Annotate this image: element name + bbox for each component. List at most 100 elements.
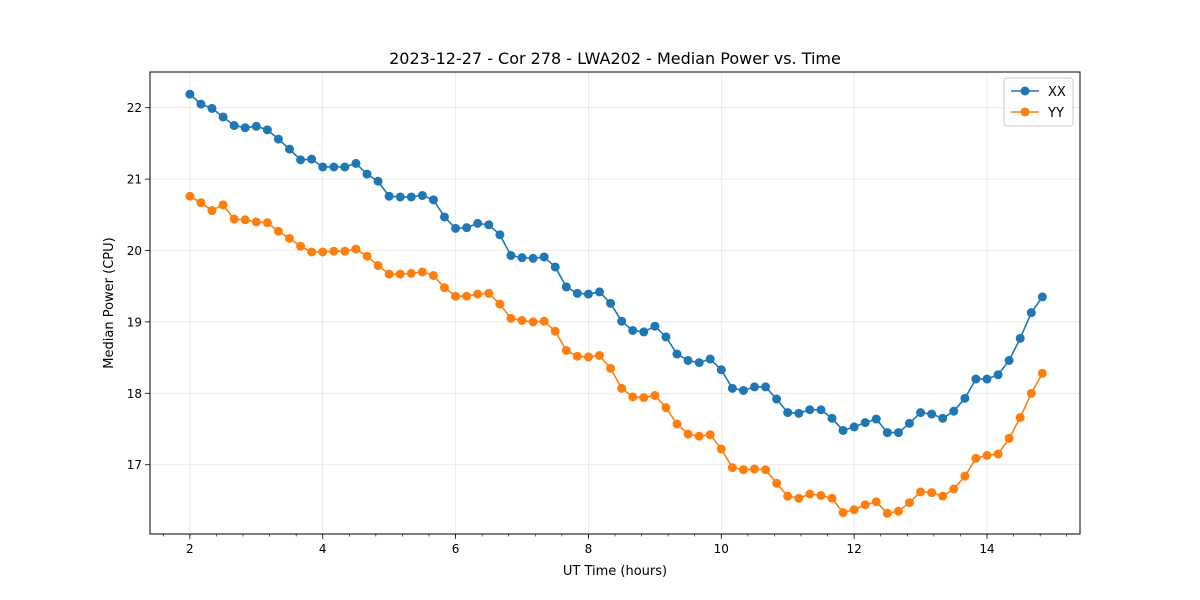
data-point-yy <box>1026 388 1036 398</box>
data-point-yy <box>1037 368 1047 378</box>
series-yy <box>185 191 1047 518</box>
data-point-xx <box>694 358 704 368</box>
data-point-yy <box>595 350 605 360</box>
x-axis-label: UT Time (hours) <box>563 564 667 579</box>
data-point-xx <box>539 252 549 262</box>
data-point-yy <box>617 383 627 393</box>
data-point-yy <box>882 508 892 518</box>
data-point-xx <box>606 298 616 308</box>
data-point-yy <box>960 471 970 481</box>
data-point-xx <box>329 162 339 172</box>
data-point-xx <box>285 144 294 154</box>
data-point-yy <box>251 217 261 227</box>
x-tick-label: 6 <box>452 542 460 556</box>
data-point-yy <box>628 392 638 402</box>
x-tick-label: 4 <box>319 542 327 556</box>
y-tick-label: 22 <box>127 101 142 115</box>
data-point-xx <box>417 191 427 201</box>
data-point-xx <box>373 176 383 186</box>
legend-marker-yy <box>1020 107 1030 117</box>
data-point-xx <box>916 408 926 418</box>
x-tick-label: 14 <box>979 542 994 556</box>
data-point-xx <box>904 418 914 428</box>
data-point-yy <box>982 450 992 460</box>
data-point-xx <box>307 154 317 164</box>
data-point-xx <box>738 385 748 395</box>
data-point-yy <box>794 493 804 503</box>
data-point-xx <box>683 355 693 365</box>
data-point-yy <box>938 491 948 501</box>
x-tick-label: 8 <box>585 542 593 556</box>
data-point-yy <box>539 316 549 326</box>
data-point-yy <box>716 444 726 454</box>
data-point-yy <box>373 261 383 271</box>
y-tick-label: 17 <box>127 458 142 472</box>
data-point-yy <box>296 241 306 251</box>
y-axis-label: Median Power (CPU) <box>102 237 117 368</box>
data-point-yy <box>727 463 737 473</box>
data-point-yy <box>528 317 538 327</box>
data-point-xx <box>1026 308 1036 318</box>
data-point-xx <box>750 382 759 392</box>
data-point-yy <box>218 200 228 210</box>
data-point-yy <box>318 247 328 257</box>
legend-label-yy: YY <box>1047 106 1064 121</box>
data-point-xx <box>462 223 472 233</box>
data-point-xx <box>617 316 627 326</box>
data-point-xx <box>384 191 394 201</box>
data-point-yy <box>672 419 682 429</box>
data-point-xx <box>451 223 461 233</box>
data-point-xx <box>572 288 582 298</box>
data-point-xx <box>794 408 804 418</box>
data-point-yy <box>661 403 671 413</box>
series-xx <box>185 89 1047 438</box>
data-point-xx <box>971 374 981 384</box>
data-point-yy <box>761 465 771 475</box>
data-point-xx <box>340 162 350 172</box>
data-point-yy <box>705 430 715 440</box>
data-point-xx <box>240 123 250 133</box>
data-point-yy <box>650 390 660 400</box>
data-point-xx <box>439 212 449 222</box>
data-point-yy <box>351 244 361 254</box>
data-point-xx <box>273 134 283 144</box>
data-point-yy <box>683 429 693 439</box>
data-point-yy <box>395 269 405 279</box>
data-point-yy <box>451 291 461 301</box>
data-point-xx <box>262 125 272 135</box>
data-point-xx <box>882 428 892 438</box>
data-point-yy <box>583 352 593 362</box>
data-point-yy <box>860 500 870 510</box>
data-point-xx <box>727 383 737 393</box>
data-point-xx <box>583 289 593 299</box>
data-point-xx <box>716 365 726 375</box>
data-point-yy <box>517 315 527 325</box>
x-tick-label: 10 <box>714 542 729 556</box>
data-point-yy <box>561 345 571 355</box>
y-tick-label: 18 <box>127 387 142 401</box>
data-point-xx <box>927 409 937 419</box>
data-point-yy <box>484 288 494 298</box>
data-point-yy <box>262 218 272 228</box>
y-tick-label: 21 <box>127 173 142 187</box>
data-point-yy <box>340 246 350 256</box>
data-point-xx <box>827 413 837 423</box>
data-point-yy <box>572 351 582 361</box>
data-point-xx <box>639 327 649 337</box>
data-point-xx <box>351 158 361 168</box>
y-tick-label: 19 <box>127 315 142 329</box>
legend: XX YY <box>1003 77 1074 127</box>
data-point-yy <box>904 498 914 508</box>
data-point-xx <box>428 195 438 205</box>
data-point-xx <box>871 414 881 424</box>
data-point-yy <box>838 508 848 518</box>
data-point-yy <box>606 363 616 373</box>
y-tick-label: 20 <box>127 244 142 258</box>
data-point-xx <box>251 121 261 131</box>
data-point-yy <box>1015 413 1025 423</box>
data-point-yy <box>506 313 516 323</box>
data-point-yy <box>417 267 427 277</box>
data-point-yy <box>229 214 239 224</box>
data-point-xx <box>661 332 671 342</box>
